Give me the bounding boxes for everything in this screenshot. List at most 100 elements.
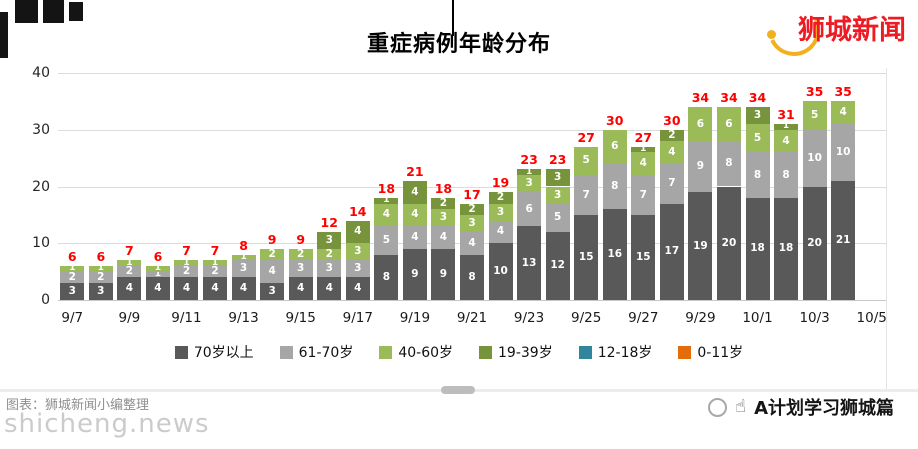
bar-segment	[288, 277, 313, 300]
legend-item: 19-39岁	[479, 342, 553, 362]
horizontal-scrollbar-thumb[interactable]	[441, 386, 475, 394]
bar: 13 6 3 1	[517, 0, 542, 300]
bar-total-label: 9	[296, 231, 306, 247]
bar: 3 4 2	[260, 0, 285, 300]
bar-segment	[260, 248, 285, 261]
x-axis-tick-label: 10/3	[799, 310, 830, 326]
legend-label: 0-11岁	[697, 345, 744, 361]
bar-segment	[231, 277, 256, 300]
bar-segment	[317, 260, 342, 278]
bar-segment	[260, 260, 285, 283]
segment-value-label: 5	[382, 233, 390, 246]
segment-value-label: 1	[154, 263, 162, 274]
bar-segment	[317, 248, 342, 261]
x-axis-tick-label: 9/21	[456, 310, 488, 326]
segment-value-label: 2	[439, 197, 448, 210]
segment-value-label: 7	[582, 188, 590, 201]
bar-segment	[488, 192, 513, 204]
segment-value-label: 2	[496, 191, 505, 204]
x-axis-tick-label: 9/11	[171, 310, 202, 326]
segment-value-label: 4	[639, 157, 647, 170]
bar-segment	[602, 209, 627, 300]
bar-segment	[802, 129, 827, 187]
segment-value-label: 8	[382, 270, 390, 283]
segment-value-label: 4	[411, 208, 419, 221]
bar-segment	[545, 169, 570, 187]
bar-segment	[574, 146, 599, 176]
bar-segment	[688, 192, 713, 300]
bar-segment	[288, 248, 313, 261]
bar-segment	[574, 175, 599, 215]
segment-value-label: 1	[97, 263, 104, 274]
bar-segment	[88, 282, 113, 300]
segment-value-label: 10	[493, 265, 508, 278]
x-axis-tick-label: 10/1	[742, 310, 773, 326]
bar-segment	[774, 129, 799, 153]
bar: 18 8 4 1	[774, 0, 799, 300]
legend-label: 61-70岁	[298, 345, 354, 361]
bar-segment	[174, 260, 199, 266]
segment-value-label: 3	[525, 177, 533, 190]
segment-value-label: 3	[68, 284, 76, 297]
bar-segment	[517, 175, 542, 193]
bar-segment	[574, 214, 599, 300]
bar-total-label: 7	[182, 243, 191, 259]
legend-label: 12-18岁	[597, 345, 653, 361]
segment-value-label: 8	[725, 157, 733, 170]
bar-segment	[345, 220, 370, 244]
y-axis-tick-label: 20	[32, 178, 50, 195]
bar-segment	[203, 260, 228, 266]
bar-total-label: 34	[748, 90, 767, 106]
gridline	[58, 129, 886, 131]
plot-area: 0 10 20 30 40 9/7 9/9 9/11 9/13 9/15 9/17 9/19 9/21 9…	[32, 0, 887, 326]
bar-total-label: 12	[320, 214, 338, 230]
segment-value-label: 4	[354, 282, 362, 295]
segment-value-label: 16	[607, 248, 623, 261]
bar-segment	[374, 226, 399, 255]
segment-value-label: 4	[211, 282, 219, 295]
bar-segment	[317, 231, 342, 249]
chart-title: 重症病例年龄分布	[366, 32, 551, 57]
legend-swatch	[279, 345, 293, 359]
brand-text: A计划学习狮城篇	[754, 398, 894, 419]
segment-value-label: 6	[525, 202, 533, 215]
bar-total-label: 27	[577, 129, 595, 145]
bar: 19 9 6	[688, 0, 713, 300]
x-axis-tick-label: 9/13	[228, 310, 259, 326]
bar-total-label: 9	[267, 231, 277, 247]
segment-value-label: 3	[553, 188, 562, 201]
bar-segment	[117, 265, 142, 278]
segment-value-label: 4	[411, 185, 419, 198]
bar-segment	[802, 101, 827, 130]
bar-total-label: 34	[720, 90, 738, 106]
segment-value-label: 4	[354, 225, 362, 238]
segment-value-label: 8	[753, 168, 762, 181]
bar-total-label: 14	[349, 203, 367, 219]
bar: 10 4 3 2	[488, 0, 513, 300]
segment-value-label: 3	[468, 216, 476, 229]
segment-value-label: 4	[496, 225, 505, 238]
legend-swatch	[578, 345, 592, 359]
bar-segment	[174, 277, 199, 300]
segment-value-label: 3	[325, 233, 333, 246]
segment-value-label: 4	[839, 106, 847, 119]
segment-value-label: 4	[182, 282, 191, 295]
segment-value-label: 5	[753, 131, 762, 144]
bar: 20 10 5	[802, 0, 827, 300]
bar-segment	[517, 192, 542, 227]
segment-value-label: 17	[664, 245, 680, 258]
bar: 4 3 3 4	[345, 0, 370, 300]
bar-segment	[431, 248, 456, 300]
bar-segment	[517, 226, 542, 300]
x-axis-tick-label: 9/15	[285, 310, 316, 326]
segment-value-label: 2	[211, 265, 219, 278]
segment-value-label: 1	[126, 257, 133, 268]
segment-value-label: 4	[154, 282, 162, 295]
bar-total-label: 6	[96, 248, 106, 264]
text-cursor-artifact	[452, 0, 454, 36]
bar-segment	[345, 277, 370, 300]
bar: 21 10 4	[831, 0, 856, 300]
bar-segment	[260, 282, 285, 300]
